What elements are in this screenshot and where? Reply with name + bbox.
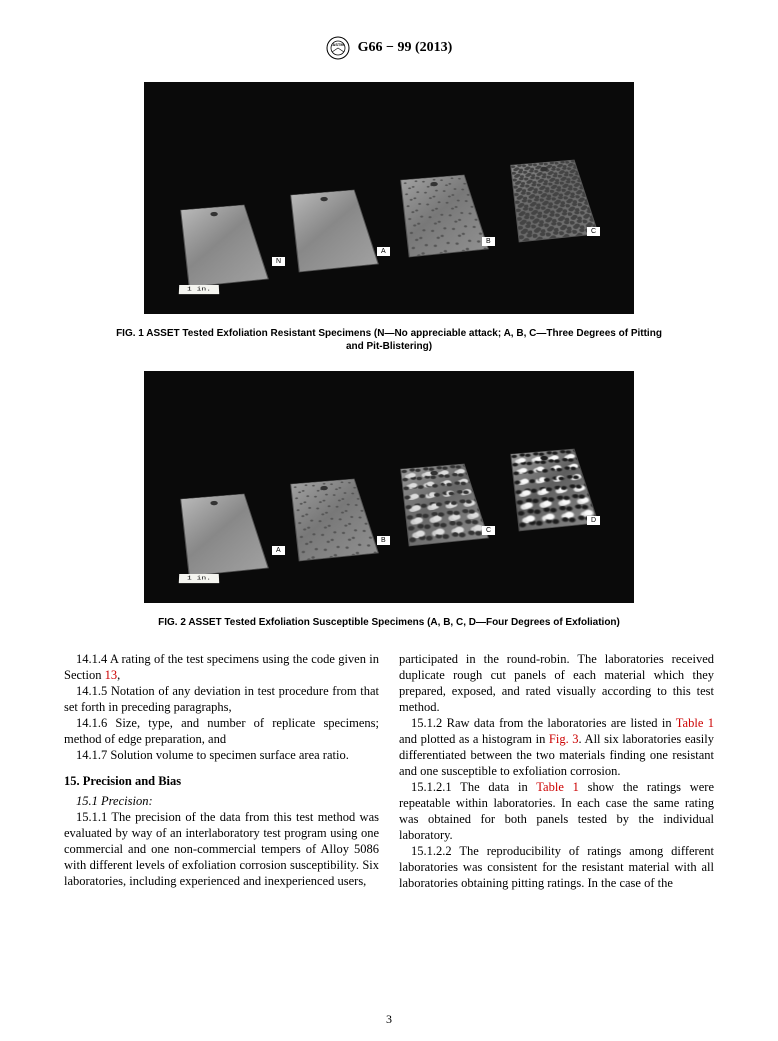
fig2-label-a: A — [272, 546, 285, 555]
figure-1-caption: FIG. 1 ASSET Tested Exfoliation Resistan… — [64, 327, 714, 353]
page-number: 3 — [386, 1012, 392, 1027]
para-15-1-1: 15.1.1 The precision of the data from th… — [64, 809, 379, 889]
document-header: ASTM G66 − 99 (2013) — [64, 36, 714, 60]
fig1-label-b: B — [482, 237, 495, 246]
fig2-label-d: D — [587, 516, 600, 525]
fig1-ruler: 1 in. — [179, 285, 219, 294]
para-15-1: 15.1 Precision: — [64, 793, 379, 809]
figure-2-caption: FIG. 2 ASSET Tested Exfoliation Suscepti… — [64, 616, 714, 629]
fig1-label-n: N — [272, 257, 285, 266]
fig1-label-c: C — [587, 227, 600, 236]
para-14-1-7: 14.1.7 Solution volume to specimen surfa… — [64, 747, 379, 763]
figure-1-container: N A B C 1 in. FIG. 1 ASSET Tested Exfoli… — [64, 82, 714, 353]
fig2-label-b: B — [377, 536, 390, 545]
table-1-ref[interactable]: Table 1 — [676, 716, 714, 730]
fig2-ruler: 1 in. — [179, 574, 219, 583]
svg-text:ASTM: ASTM — [332, 42, 344, 47]
para-14-1-4: 14.1.4 A rating of the test specimens us… — [64, 651, 379, 683]
figure-1-image: N A B C 1 in. — [144, 82, 634, 314]
fig2-label-c: C — [482, 526, 495, 535]
para-14-1-5: 14.1.5 Notation of any deviation in test… — [64, 683, 379, 715]
right-column: participated in the round-robin. The lab… — [399, 651, 714, 891]
table-1-ref-2[interactable]: Table 1 — [536, 780, 579, 794]
para-15-1-2-2: 15.1.2.2 The reproducibility of ratings … — [399, 843, 714, 891]
para-15-1-2-1: 15.1.2.1 The data in Table 1 show the ra… — [399, 779, 714, 843]
section-15-heading: 15. Precision and Bias — [64, 773, 379, 789]
para-15-1-2: 15.1.2 Raw data from the laboratories ar… — [399, 715, 714, 779]
header-designation: G66 − 99 (2013) — [358, 40, 453, 56]
text-columns: 14.1.4 A rating of the test specimens us… — [64, 651, 714, 891]
astm-logo-icon: ASTM — [326, 36, 350, 60]
fig-3-ref[interactable]: Fig. 3 — [549, 732, 579, 746]
para-col2-continuation: participated in the round-robin. The lab… — [399, 651, 714, 715]
section-13-ref[interactable]: 13 — [105, 668, 118, 682]
figure-2-image: A B C D 1 in. — [144, 371, 634, 603]
figure-2-container: A B C D 1 in. FIG. 2 ASSET Tested Exfoli… — [64, 371, 714, 629]
fig1-label-a: A — [377, 247, 390, 256]
para-14-1-6: 14.1.6 Size, type, and number of replica… — [64, 715, 379, 747]
left-column: 14.1.4 A rating of the test specimens us… — [64, 651, 379, 891]
